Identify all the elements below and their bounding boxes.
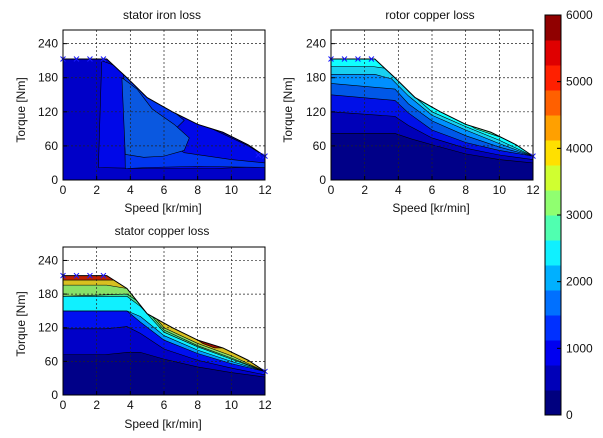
colorbar-tick-label: 5000: [566, 75, 593, 89]
x-tick-label: 2: [93, 183, 100, 197]
x-tick-label: 10: [493, 183, 507, 197]
x-tick-label: 8: [462, 183, 469, 197]
operating-envelope-line: [331, 58, 534, 157]
grid: [63, 247, 265, 395]
colorbar-segment: [545, 140, 561, 166]
data-marker: [87, 56, 93, 62]
panel-stator-copper-loss: stator copper loss 0 2 4 6 8 10 12060120180240…: [14, 224, 272, 431]
colorbar-segment: [545, 90, 561, 116]
y-tick-label: 240: [306, 37, 326, 51]
y-axis-label: Torque [Nm]: [281, 77, 295, 142]
data-marker: [73, 56, 80, 62]
colorbar: 0 1000 2000 3000 4000 5000 6000: [544, 8, 593, 422]
data-marker: [100, 272, 107, 279]
y-tick-label: 60: [313, 139, 327, 153]
y-tick-label: 0: [319, 173, 326, 187]
x-tick-label: 2: [93, 398, 100, 412]
panel-title: stator copper loss: [115, 224, 210, 238]
x-tick-label: 6: [161, 398, 168, 412]
colorbar-segment: [545, 190, 561, 216]
data-marker: [341, 56, 348, 62]
x-tick-label: 10: [225, 398, 239, 412]
y-tick-label: 60: [45, 139, 59, 153]
colorbar-segment: [545, 40, 561, 66]
colorbar-tick-label: 2000: [566, 275, 593, 289]
x-tick-label: 8: [194, 183, 201, 197]
operating-envelope-line: [63, 275, 266, 372]
x-tick-label: 0: [60, 183, 67, 197]
y-tick-label: 180: [38, 71, 58, 85]
panel-title: rotor copper loss: [385, 8, 474, 22]
colorbar-segment: [545, 65, 561, 91]
colorbar-segment: [545, 240, 561, 266]
x-tick-label: 6: [161, 183, 168, 197]
colorbar-segment: [545, 265, 561, 291]
colorbar-segment: [545, 165, 561, 191]
y-tick-label: 0: [51, 388, 58, 402]
x-tick-label: 4: [127, 183, 134, 197]
colorbar-tick-label: 3000: [566, 208, 593, 222]
y-tick-label: 120: [38, 105, 58, 119]
x-axis-label: Speed [kr/min]: [392, 201, 469, 215]
y-tick-label: 120: [38, 321, 58, 335]
panel-title: stator iron loss: [123, 8, 201, 22]
x-tick-label: 0: [328, 183, 335, 197]
x-tick-label: 12: [258, 183, 272, 197]
colorbar-segment: [545, 15, 561, 41]
data-marker: [73, 272, 80, 279]
x-axis-label: Speed [kr/min]: [124, 417, 201, 431]
data-marker: [100, 56, 107, 62]
x-tick-label: 10: [225, 183, 239, 197]
colorbar-segment: [545, 115, 561, 141]
x-tick-label: 6: [429, 183, 436, 197]
colorbar-tick-label: 4000: [566, 141, 593, 155]
colorbar-tick-label: 0: [566, 408, 573, 422]
panel-rotor-copper-loss: rotor copper loss 0 2 4 6 8 10 12060120180240 …: [281, 8, 540, 215]
x-axis-label: Speed [kr/min]: [124, 201, 201, 215]
operating-envelope-line: [63, 58, 266, 157]
data-marker: [255, 152, 262, 158]
colorbar-segment: [545, 290, 561, 316]
colorbar-segment: [545, 340, 561, 366]
data-marker: [87, 272, 93, 279]
contour-region: [121, 77, 190, 158]
y-tick-label: 240: [38, 253, 58, 267]
y-tick-label: 180: [38, 287, 58, 301]
data-marker: [368, 56, 375, 62]
colorbar-tick-label: 6000: [566, 8, 593, 22]
y-axis-label: Torque [Nm]: [14, 291, 28, 356]
colorbar-segment: [545, 215, 561, 241]
colorbar-segment: [545, 365, 561, 391]
y-tick-label: 240: [38, 37, 58, 51]
data-marker: [355, 56, 361, 62]
x-tick-label: 8: [194, 398, 201, 412]
x-tick-label: 2: [361, 183, 368, 197]
x-tick-label: 4: [395, 183, 402, 197]
y-tick-label: 0: [51, 173, 58, 187]
y-tick-label: 120: [306, 105, 326, 119]
y-axis-label: Torque [Nm]: [14, 77, 28, 142]
x-tick-label: 12: [526, 183, 540, 197]
grid: [331, 30, 533, 180]
colorbar-segment: [545, 390, 561, 416]
y-tick-label: 60: [45, 354, 59, 368]
colorbar-tick-label: 1000: [566, 341, 593, 355]
y-tick-label: 180: [306, 71, 326, 85]
colorbar-segment: [545, 315, 561, 341]
grid: [63, 30, 265, 180]
x-tick-label: 0: [60, 398, 67, 412]
x-tick-label: 12: [258, 398, 272, 412]
x-tick-label: 4: [127, 398, 134, 412]
